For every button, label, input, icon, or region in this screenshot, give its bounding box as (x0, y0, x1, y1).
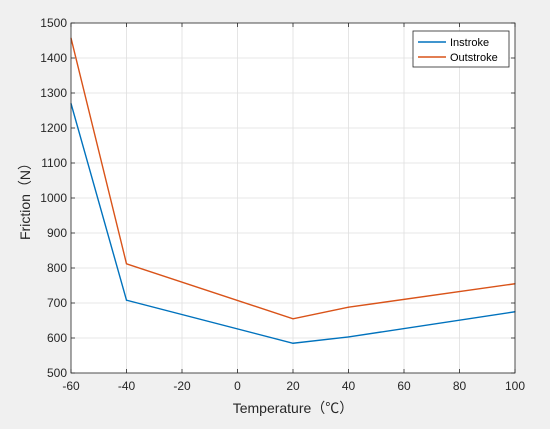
y-tick-label: 1500 (40, 16, 67, 30)
x-tick-label: -40 (118, 379, 136, 393)
x-axis-label: Temperature（℃） (233, 400, 354, 416)
y-tick-label: 1100 (41, 156, 67, 170)
legend-box (412, 30, 510, 68)
x-tick-label: 40 (342, 379, 356, 393)
y-tick-label: 1000 (40, 191, 67, 205)
data-point-outstroke (125, 263, 128, 265)
y-tick-label: 600 (47, 331, 67, 345)
x-tick-label: -60 (62, 379, 80, 393)
y-tick-label: 500 (47, 366, 67, 380)
data-point-outstroke (347, 306, 350, 308)
y-tick-label: 1200 (40, 121, 67, 135)
x-tick-label: -20 (173, 379, 191, 393)
axis-ticks: -60 -40 -20 0 20 40 60 80 100 500 600 700 800 900 1000… (40, 16, 525, 393)
data-point-instroke (347, 336, 350, 338)
y-tick-label: 800 (47, 261, 67, 275)
x-tick-label: 100 (505, 379, 525, 393)
x-tick-label: 80 (453, 379, 467, 393)
legend-label: Instroke (450, 37, 489, 49)
y-axis-label: Friction（N） (17, 156, 33, 240)
x-tick-label: 0 (234, 379, 241, 393)
data-point-outstroke (292, 318, 294, 320)
legend: Instroke Outstroke (412, 30, 510, 68)
legend-label: Outstroke (450, 52, 498, 64)
data-point-instroke (125, 299, 128, 301)
y-tick-label: 1300 (40, 86, 67, 100)
x-tick-label: 60 (397, 379, 411, 393)
y-tick-label: 900 (47, 226, 67, 240)
y-tick-label: 700 (47, 296, 67, 310)
y-tick-label: 1400 (40, 51, 67, 65)
data-point-instroke (292, 342, 294, 344)
x-tick-label: 20 (286, 379, 300, 393)
